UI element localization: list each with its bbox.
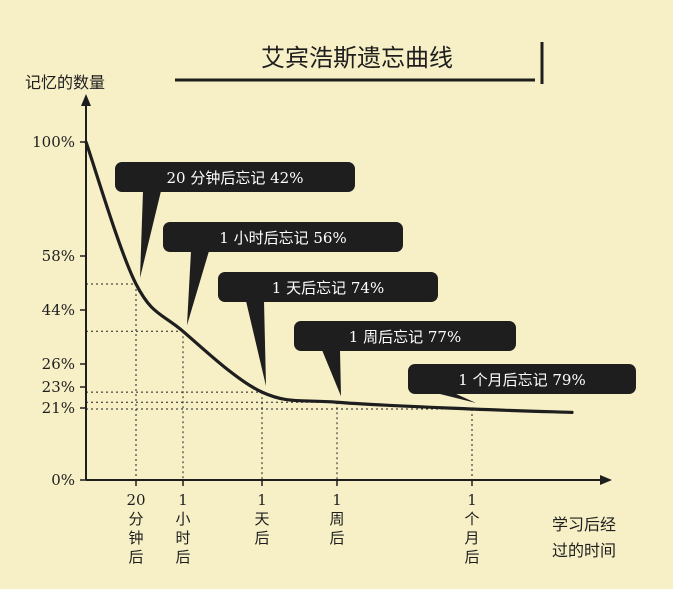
callout-label: 20 分钟后忘记 42% [167, 169, 304, 187]
callout-pointer [140, 191, 161, 278]
callout-box [408, 364, 636, 394]
callout-label: 1 天后忘记 74% [272, 279, 384, 297]
y-tick-label: 58% [42, 247, 75, 265]
x-tick-label: 钟 [128, 529, 143, 547]
y-ticks: 100% 58% 44% 26% 23% 21% 0% [32, 133, 86, 489]
guide-lines [86, 283, 473, 480]
y-tick-label: 23% [42, 378, 75, 396]
y-tick-label: 21% [42, 399, 75, 417]
x-axis-label-line2: 过的时间 [552, 541, 616, 560]
x-axis-label-line1: 学习后经 [552, 515, 616, 534]
x-tick-label: 1 [178, 491, 188, 509]
x-tick-label: 个 [464, 510, 479, 528]
y-tick-label: 0% [51, 471, 75, 489]
x-tick-label: 后 [329, 529, 344, 547]
y-tick-label: 100% [32, 133, 75, 151]
forgetting-curve-line [84, 140, 574, 414]
callout-label: 1 周后忘记 77% [349, 328, 461, 346]
x-tick-label: 周 [329, 510, 344, 528]
callout-box [218, 272, 438, 302]
x-tick-label: 后 [175, 548, 190, 566]
x-tick-label: 后 [128, 548, 143, 566]
callout-box [115, 162, 355, 192]
x-tick-label: 天 [254, 510, 269, 528]
x-tick-label: 时 [175, 529, 190, 547]
annotation-bubbles: 20 分钟后忘记 42% 1 小时后忘记 56% 1 天后忘记 74% 1 周后忘记 … [115, 162, 636, 404]
x-tick-label: 月 [464, 529, 479, 547]
y-tick-label: 26% [42, 355, 75, 373]
x-tick-label: 1 [257, 491, 267, 509]
x-tick-label: 1 [332, 491, 342, 509]
y-tick-label: 44% [42, 301, 75, 319]
x-tick-label: 小 [175, 510, 190, 528]
x-tick-label: 分 [128, 510, 143, 528]
callout-box [163, 222, 403, 252]
callout-label: 1 小时后忘记 56% [219, 229, 346, 247]
callout-box [294, 321, 516, 351]
axes [81, 94, 612, 485]
x-tick-label: 20 [126, 491, 145, 509]
title-frame [175, 42, 544, 84]
y-axis-label: 记忆的数量 [25, 73, 105, 92]
callout-pointer [187, 251, 209, 326]
callout-pointer [246, 301, 266, 387]
callout-pointer [436, 393, 476, 404]
chart-title: 艾宾浩斯遗忘曲线 [261, 44, 453, 72]
callout-pointer [322, 350, 341, 397]
callout-label: 1 个月后忘记 79% [458, 371, 585, 389]
x-tick-label: 后 [464, 548, 479, 566]
x-tick-label: 1 [467, 491, 477, 509]
x-tick-label: 后 [254, 529, 269, 547]
